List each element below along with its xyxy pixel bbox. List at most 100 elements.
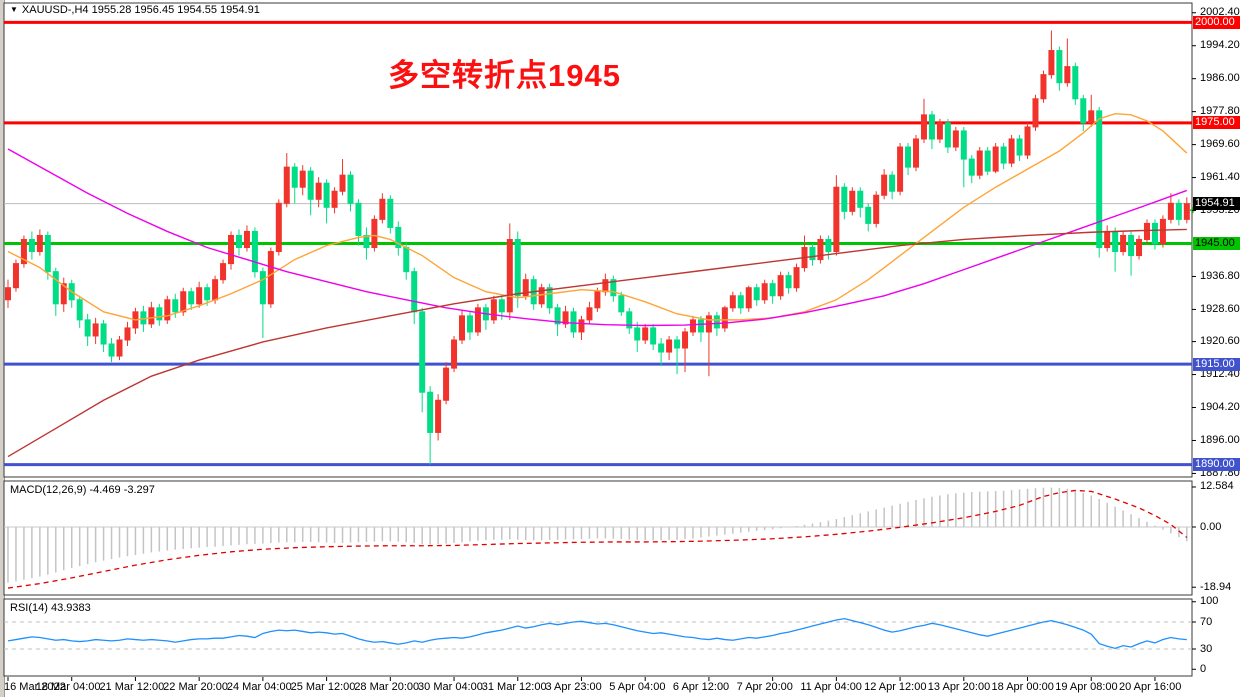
candle-body bbox=[355, 202, 362, 236]
candle-body bbox=[920, 114, 927, 140]
candle-body bbox=[578, 319, 585, 333]
candle-body bbox=[251, 230, 258, 273]
candle-body bbox=[451, 339, 458, 369]
candle-body bbox=[753, 287, 760, 301]
price-tick-label: 1986.00 bbox=[1200, 72, 1240, 85]
candle-body bbox=[562, 311, 569, 325]
candle-body bbox=[443, 367, 450, 401]
candle-body bbox=[466, 315, 473, 333]
candle-body bbox=[944, 122, 951, 148]
time-axis-label: 5 Apr 04:00 bbox=[609, 681, 666, 693]
candle-body bbox=[586, 307, 593, 321]
candle-body bbox=[371, 218, 378, 249]
candle-body bbox=[721, 307, 728, 329]
candle-body bbox=[315, 182, 322, 200]
symbol-ohlc-text: XAUUSD-,H4 1955.28 1956.45 1954.55 1954.… bbox=[21, 4, 260, 16]
candle-body bbox=[267, 251, 274, 305]
candle-body bbox=[1167, 202, 1174, 220]
macd-signal-line bbox=[7, 489, 1188, 589]
time-axis-label: 21 Mar 12:00 bbox=[99, 681, 165, 693]
candle-body bbox=[1080, 98, 1087, 124]
rsi-line bbox=[7, 617, 1187, 650]
candle-body bbox=[1136, 238, 1143, 257]
candle-body bbox=[1183, 203, 1190, 220]
rsi-panel[interactable] bbox=[4, 599, 1192, 676]
candle-body bbox=[570, 311, 577, 333]
price-badge: 1945.00 bbox=[1193, 237, 1240, 250]
candle-body bbox=[689, 319, 696, 333]
main-chart-panel[interactable] bbox=[4, 3, 1192, 477]
price-tick-label: 2002.40 bbox=[1200, 6, 1240, 19]
candle-body bbox=[610, 279, 617, 297]
candle-body bbox=[849, 190, 856, 212]
price-badge: 1890.00 bbox=[1193, 458, 1240, 472]
candle-body bbox=[275, 202, 282, 253]
rsi-indicator-label: RSI(14) 43.9383 bbox=[10, 602, 91, 614]
candle-body bbox=[1151, 222, 1158, 244]
candle-body bbox=[148, 307, 155, 325]
candle-body bbox=[785, 275, 792, 289]
rsi-tick-label: 100 bbox=[1200, 595, 1219, 608]
candle-body bbox=[642, 327, 649, 341]
candle-body bbox=[188, 291, 195, 305]
candle-body bbox=[905, 146, 912, 168]
candle-body bbox=[976, 150, 983, 176]
candle-body bbox=[1175, 202, 1182, 220]
macd-tick-label: -18.94 bbox=[1200, 580, 1232, 593]
candle-body bbox=[618, 295, 625, 313]
rsi-panel-frame bbox=[3, 598, 1193, 677]
candle-body bbox=[841, 186, 848, 212]
symbol-dropdown-icon[interactable]: ▼ bbox=[10, 5, 18, 14]
price-tick-label: 1961.40 bbox=[1200, 171, 1240, 184]
candle-body bbox=[913, 138, 920, 168]
candle-body bbox=[1056, 50, 1063, 84]
candle-body bbox=[833, 186, 840, 253]
candle-body bbox=[674, 339, 681, 349]
time-axis-label: 25 Mar 12:00 bbox=[290, 681, 356, 693]
candle-body bbox=[307, 170, 314, 200]
candle-body bbox=[5, 287, 11, 301]
candle-body bbox=[164, 299, 171, 321]
candle-body bbox=[960, 130, 967, 160]
price-tick-label: 1928.60 bbox=[1200, 302, 1240, 315]
candle-body bbox=[968, 158, 975, 176]
candle-body bbox=[379, 198, 386, 220]
candle-body bbox=[172, 299, 179, 313]
candle-body bbox=[363, 234, 370, 249]
ma-fast-orange bbox=[7, 112, 1188, 321]
macd-indicator-label: MACD(12,26,9) -4.469 -3.297 bbox=[10, 484, 155, 496]
time-axis-label: 6 Apr 12:00 bbox=[672, 681, 730, 693]
candle-body bbox=[76, 299, 83, 321]
price-axis[interactable] bbox=[1192, 0, 1240, 677]
candle-body bbox=[220, 263, 227, 281]
candle-body bbox=[387, 198, 394, 228]
candle-body bbox=[283, 166, 290, 204]
candle-body bbox=[1128, 234, 1135, 257]
candle-body bbox=[1032, 98, 1039, 128]
time-axis-label: 19 Apr 08:00 bbox=[1055, 681, 1118, 693]
candle-body bbox=[427, 391, 434, 433]
candle-body bbox=[44, 234, 51, 273]
time-axis[interactable] bbox=[0, 677, 1240, 697]
time-axis-label: 18 Mar 04:00 bbox=[35, 681, 101, 693]
candle-body bbox=[881, 174, 888, 196]
candle-body bbox=[729, 295, 736, 309]
candle-body bbox=[769, 283, 776, 297]
candle-body bbox=[243, 230, 250, 249]
candle-body bbox=[1040, 74, 1047, 100]
candle-body bbox=[514, 238, 521, 297]
candle-body bbox=[793, 267, 800, 289]
candle-body bbox=[116, 339, 123, 357]
rsi-tick-label: 70 bbox=[1200, 615, 1213, 628]
candle-body bbox=[235, 234, 242, 249]
candle-body bbox=[28, 238, 35, 253]
time-axis-label: 16 Mar 2022 bbox=[4, 681, 66, 693]
candle-body bbox=[196, 287, 203, 305]
candle-body bbox=[1088, 110, 1095, 124]
symbol-title-bar[interactable]: ▼ XAUUSD-,H4 1955.28 1956.45 1954.55 1954… bbox=[10, 4, 260, 16]
macd-panel[interactable] bbox=[4, 481, 1192, 595]
candle-body bbox=[108, 343, 115, 357]
candle-body bbox=[60, 283, 67, 305]
candle-body bbox=[745, 287, 752, 309]
